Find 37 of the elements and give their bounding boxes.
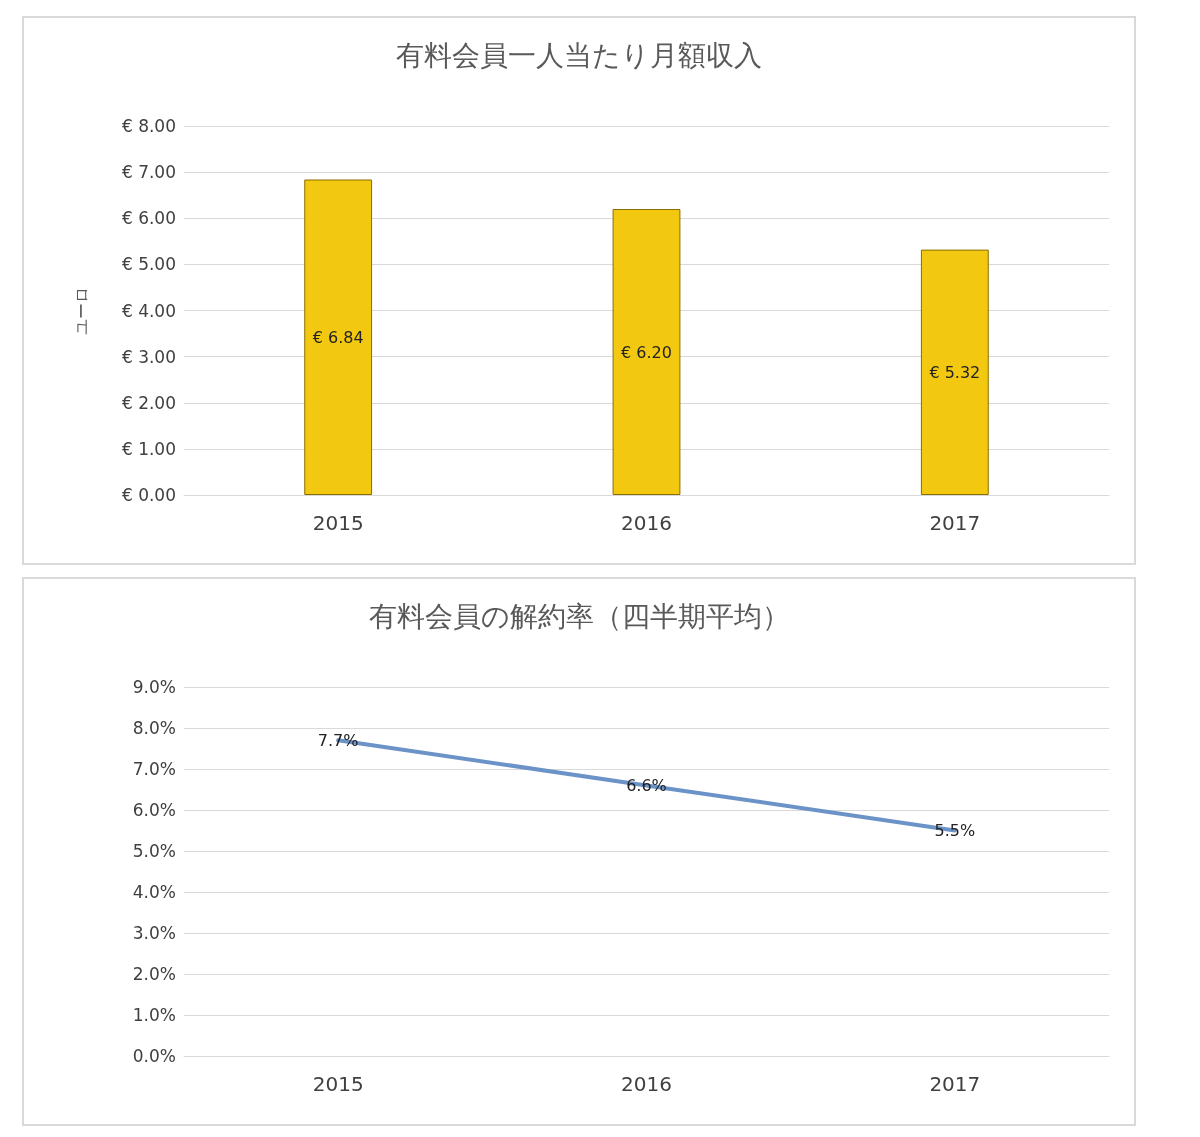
y-tick-label: 3.0% xyxy=(132,923,176,943)
y-tick-label: € 3.00 xyxy=(121,346,176,367)
x-tick-label: 2015 xyxy=(312,511,364,535)
y-tick-label: 4.0% xyxy=(132,882,176,902)
text: € 6.20 xyxy=(621,342,672,362)
x-tick-label: 2016 xyxy=(621,1072,672,1096)
y-tick-label: 9.0% xyxy=(132,677,176,697)
x-tick-label: 2017 xyxy=(929,511,981,535)
x-tick-label: 2016 xyxy=(621,511,672,535)
chart-title: 有料会員一人当たり月額収入 xyxy=(396,38,762,72)
y-tick-label: € 0.00 xyxy=(121,485,176,505)
y-tick-label: € 6.00 xyxy=(121,208,176,229)
y-tick-label: 0.0% xyxy=(132,1046,176,1066)
bar xyxy=(612,209,681,495)
y-tick-label: € 2.00 xyxy=(121,392,176,413)
y-tick-label: € 8.00 xyxy=(121,116,176,136)
y-tick-label: 7.0% xyxy=(132,759,176,779)
text: 5.5% xyxy=(934,821,976,840)
text: € 6.84 xyxy=(312,327,364,347)
y-tick-label: € 1.00 xyxy=(121,438,176,459)
bar xyxy=(304,179,373,495)
y-tick-label: € 7.00 xyxy=(121,162,176,183)
y-tick-label: € 4.00 xyxy=(121,300,176,321)
y-axis-title: ユーロ xyxy=(71,286,91,335)
y-tick-label: 1.0% xyxy=(132,1005,176,1025)
text: 6.6% xyxy=(626,775,667,795)
text: 7.7% xyxy=(317,730,359,750)
text: € 5.32 xyxy=(929,362,981,382)
x-tick-label: 2017 xyxy=(929,1072,981,1096)
y-tick-label: € 5.00 xyxy=(121,254,176,275)
y-tick-label: 2.0% xyxy=(132,964,176,984)
y-tick-label: 8.0% xyxy=(132,718,176,738)
bar xyxy=(920,249,989,495)
y-tick-label: 6.0% xyxy=(132,800,176,820)
chart-title: 有料会員の解約率（四半期平均） xyxy=(368,599,790,633)
x-tick-label: 2015 xyxy=(312,1072,364,1096)
y-tick-label: 5.0% xyxy=(132,841,176,861)
